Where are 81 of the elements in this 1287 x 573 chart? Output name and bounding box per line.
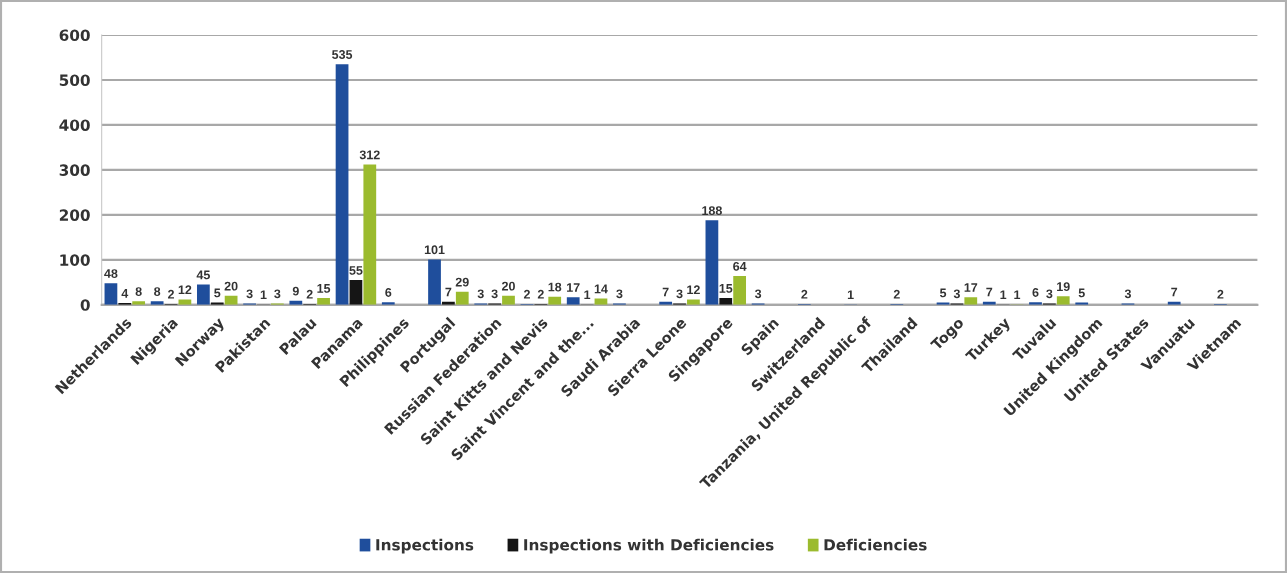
bar — [197, 284, 210, 305]
bar — [566, 297, 580, 305]
data-label: 14 — [594, 284, 608, 294]
data-label: 17 — [964, 283, 978, 292]
data-label: 2 — [523, 289, 530, 299]
data-label: 312 — [359, 150, 380, 160]
data-label: 29 — [455, 277, 469, 287]
bar — [687, 299, 700, 305]
data-label: 2 — [537, 289, 544, 299]
data-label: 3 — [676, 289, 683, 299]
data-label: 5 — [939, 288, 947, 298]
data-label: 535 — [332, 50, 353, 59]
data-label: 7 — [986, 287, 993, 297]
data-label: 3 — [1124, 289, 1131, 299]
bar — [502, 295, 515, 305]
data-label: 9 — [292, 286, 299, 296]
data-label: 2 — [893, 289, 900, 299]
data-label: 7 — [1171, 287, 1178, 297]
data-label: 15 — [719, 284, 733, 293]
bar — [335, 64, 349, 305]
data-label: 2 — [306, 289, 313, 299]
data-label: 15 — [317, 284, 331, 293]
data-label: 3 — [953, 289, 960, 299]
data-label: 45 — [196, 270, 210, 280]
data-label: 1 — [1014, 290, 1021, 300]
data-label: 64 — [733, 261, 747, 271]
data-label: 17 — [567, 283, 580, 292]
data-label: 2 — [1217, 289, 1224, 299]
data-label: 5 — [1078, 288, 1085, 298]
bar — [349, 280, 363, 305]
data-label: 1 — [260, 290, 267, 300]
data-label: 3 — [1046, 289, 1053, 299]
data-label: 1 — [584, 290, 591, 300]
bar — [455, 291, 469, 305]
data-label: 7 — [445, 287, 452, 297]
data-label: 3 — [754, 289, 762, 299]
bar — [104, 283, 118, 305]
data-label: 2 — [167, 289, 174, 299]
data-label: 5 — [214, 288, 221, 298]
data-label: 1 — [847, 290, 854, 300]
data-label: 8 — [154, 287, 161, 296]
y-tick-label: 100 — [60, 254, 90, 266]
data-label: 3 — [477, 289, 484, 299]
bar — [733, 276, 747, 305]
legend-label: Inspections — [376, 538, 474, 554]
data-label: 8 — [135, 287, 142, 296]
data-label: 6 — [1032, 288, 1039, 297]
bar — [363, 164, 377, 305]
data-label: 18 — [548, 282, 562, 292]
data-label: 101 — [424, 245, 445, 255]
data-label: 4 — [121, 289, 129, 298]
y-tick-label: 500 — [59, 74, 90, 86]
bar — [1056, 296, 1070, 305]
data-label: 12 — [687, 285, 700, 295]
data-label: 12 — [178, 285, 192, 295]
data-label: 1 — [1000, 290, 1007, 300]
data-label: 3 — [246, 289, 253, 299]
bar — [428, 259, 441, 305]
y-tick-label: 600 — [59, 29, 90, 41]
y-tick-label: 400 — [59, 119, 90, 131]
bar — [705, 220, 719, 305]
data-label: 7 — [662, 287, 669, 297]
bar — [964, 297, 978, 305]
data-label: 48 — [104, 269, 118, 278]
data-label: 3 — [491, 289, 498, 299]
y-tick-label: 200 — [59, 209, 90, 221]
data-label: 3 — [274, 289, 281, 299]
bar — [317, 298, 330, 305]
data-label: 3 — [616, 289, 623, 299]
legend-label: Deficiencies — [824, 538, 927, 551]
data-label: 20 — [501, 281, 515, 291]
data-label: 20 — [224, 281, 238, 291]
data-label: 19 — [1057, 282, 1070, 292]
data-label: 2 — [801, 289, 808, 299]
data-label: 6 — [385, 288, 392, 297]
y-tick-label: 300 — [59, 164, 90, 176]
legend-label: Inspections with Deficiencies — [524, 538, 774, 554]
data-label: 55 — [349, 266, 363, 275]
data-label: 188 — [702, 206, 722, 216]
bar — [719, 298, 733, 305]
y-tick-label: 0 — [80, 299, 90, 311]
